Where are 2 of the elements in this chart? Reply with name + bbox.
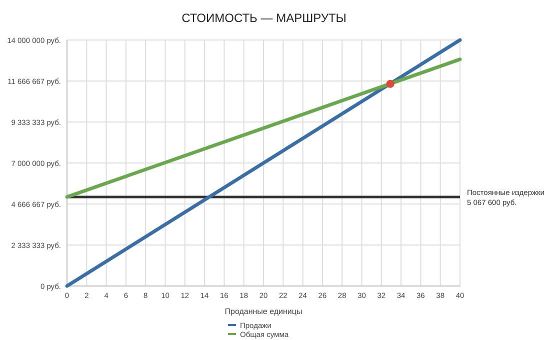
x-axis-title: Проданные единицы — [224, 307, 302, 316]
chart-title: СТОИМОСТЬ — МАРШРУТЫ — [182, 11, 346, 25]
